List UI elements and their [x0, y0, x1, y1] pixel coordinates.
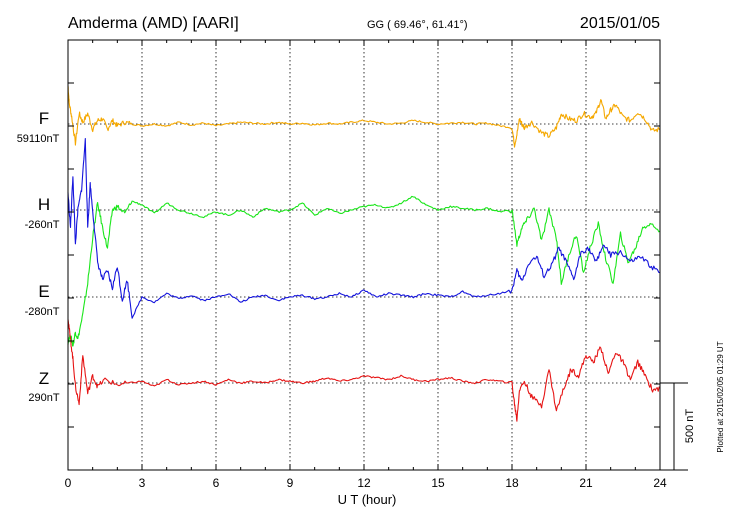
chart-title: Amderma (AMD) [AARI]: [68, 15, 239, 32]
x-tick-label-24: 24: [653, 476, 667, 490]
axis-ticks: 0 3 6 9 12 15 18 21 24: [65, 40, 667, 490]
series-lines: [67, 85, 661, 422]
x-tick-label-15: 15: [431, 476, 445, 490]
x-tick-label-0: 0: [65, 476, 72, 490]
series-line-h: [67, 195, 661, 347]
chart-date: 2015/01/05: [580, 15, 660, 32]
baseline-label-e: -280nT: [25, 306, 60, 318]
x-tick-label-6: 6: [213, 476, 220, 490]
series-label-e: E: [38, 282, 49, 301]
x-axis-label: U T (hour): [338, 492, 397, 507]
x-tick-label-9: 9: [287, 476, 294, 490]
station-coordinates: GG ( 69.46°, 61.41°): [367, 19, 468, 31]
baseline-label-z: 290nT: [28, 392, 59, 404]
plotted-footnote: Plotted at 2015/02/05 01:29 UT: [716, 341, 725, 452]
x-tick-label-18: 18: [505, 476, 519, 490]
baseline-label-f: 59110nT: [17, 133, 60, 145]
scale-bar-label: 500 nT: [684, 409, 696, 444]
baseline-label-h: -260nT: [25, 219, 60, 231]
scale-bar: 500 nT: [660, 382, 696, 471]
series-line-z: [67, 319, 661, 422]
series-line-e: [67, 138, 661, 319]
series-line-f: [67, 85, 661, 148]
x-tick-label-12: 12: [357, 476, 371, 490]
series-label-f: F: [39, 109, 49, 128]
series-label-h: H: [38, 195, 50, 214]
grid-lines: [68, 40, 660, 470]
x-tick-label-21: 21: [579, 476, 593, 490]
series-label-z: Z: [39, 369, 49, 388]
x-tick-label-3: 3: [139, 476, 146, 490]
